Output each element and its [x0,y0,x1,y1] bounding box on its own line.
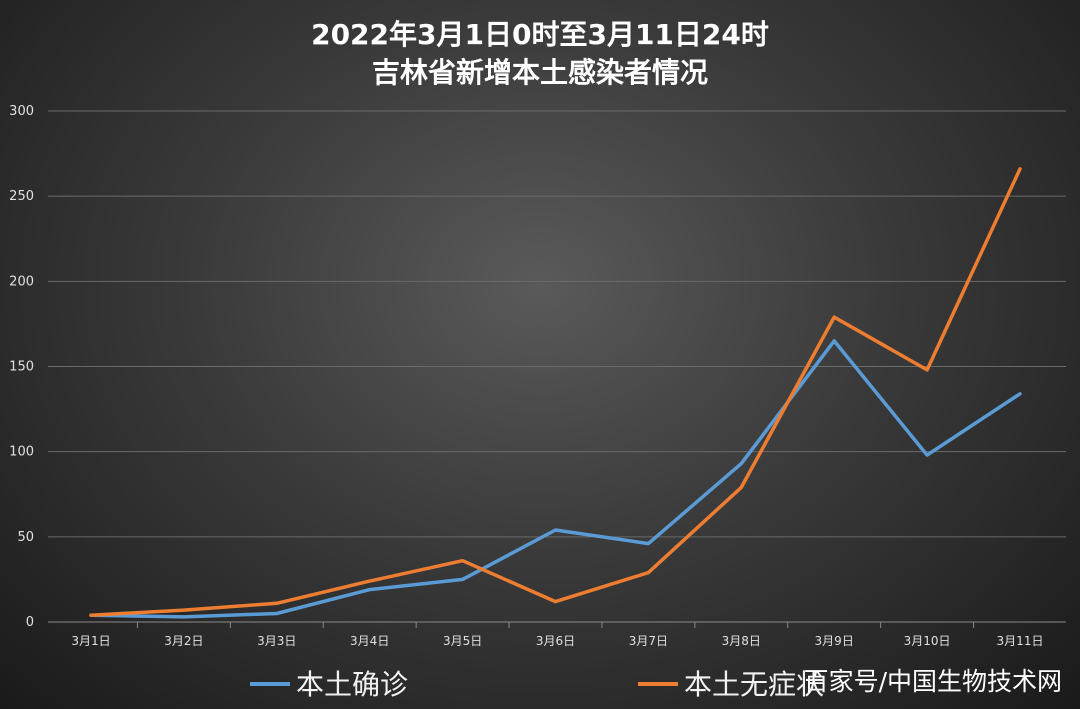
y-tick-label: 300 [9,104,34,119]
series-line [89,167,1022,617]
x-tick-label: 3月11日 [997,634,1044,648]
y-tick-label: 200 [9,274,34,289]
x-tick-label: 3月6日 [536,634,575,648]
y-tick-label: 150 [9,360,34,375]
x-tick-label: 3月4日 [350,634,389,648]
x-tick-label: 3月5日 [443,634,482,648]
legend-label: 本土无症状 [684,668,824,701]
y-tick-label: 100 [9,445,34,460]
legend-label: 本土确诊 [296,668,408,701]
x-axis: 3月1日 3月2日 3月3日 3月4日 3月5日 3月6日 3月7日 3月8日 3月9日 3月10… [71,622,1043,648]
y-tick-label: 250 [9,189,34,204]
x-tick-label: 3月10日 [904,634,951,648]
x-tick-label: 3月9日 [815,634,854,648]
watermark: 百家号/中国生物技术网 [804,667,1062,696]
x-tick-label: 3月7日 [629,634,668,648]
y-tick-label: 50 [17,530,34,545]
chart-title: 2022年3月1日0时至3月11日24时 [311,18,769,51]
x-tick-label: 3月8日 [722,634,761,648]
x-tick-label: 3月3日 [257,634,296,648]
series-lines [89,167,1022,619]
x-tick-label: 3月1日 [71,634,110,648]
chart-subtitle: 吉林省新增本土感染者情况 [372,56,708,89]
series-line [89,339,1022,619]
legend: 本土确诊 本土无症状 [250,668,824,701]
y-axis: 0 50 100 150 200 250 300 [9,104,34,630]
y-tick-label: 0 [26,615,34,630]
grid-lines [48,110,1066,623]
x-tick-label: 3月2日 [164,634,203,648]
